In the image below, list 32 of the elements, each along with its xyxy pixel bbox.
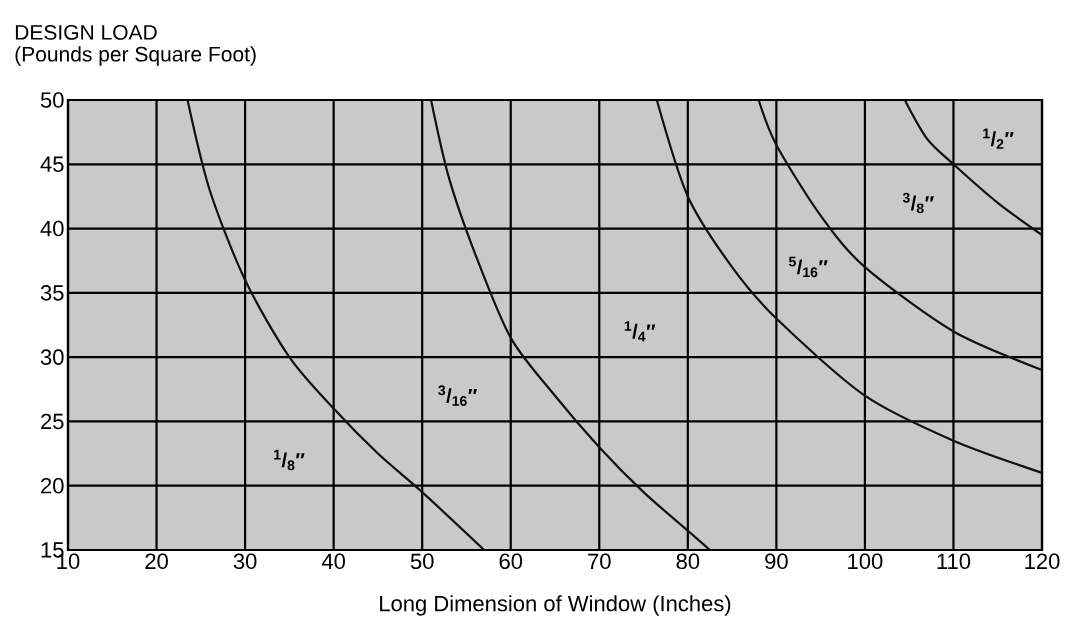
- x-tick-label: 100: [848, 553, 883, 570]
- x-tick-label: 80: [676, 553, 700, 570]
- line-series: [429, 100, 712, 550]
- y-tick-label: 20: [41, 477, 64, 494]
- annotation: $^{1}$/$_{2}$″: [983, 128, 1014, 149]
- y-axis-title: (Pounds per Square Foot): [15, 46, 256, 66]
- line-series: [655, 100, 1043, 474]
- x-tick-label: 110: [937, 553, 971, 570]
- x-tick-label: 50: [410, 553, 434, 570]
- annotation: $^{1}$/$_{8}$″: [274, 449, 305, 471]
- y-tick-label: 45: [40, 156, 64, 172]
- annotation: $^{3}$/$_{16}$″: [438, 385, 477, 406]
- y-tick-label: 40: [40, 220, 64, 237]
- line-series: [903, 100, 1043, 237]
- x-axis-title: Long Dimension of Window (Inches): [380, 595, 731, 616]
- annotation: $^{5}$/$_{16}$″: [788, 256, 828, 278]
- y-tick-label: 30: [40, 349, 64, 365]
- x-tick-label: 70: [588, 553, 611, 570]
- y-tick-label: 25: [41, 413, 64, 430]
- chart-title: DESIGN LOAD: [15, 24, 157, 40]
- x-tick-label: 90: [765, 553, 788, 570]
- annotation: $^{3}$/$_{8}$″: [902, 192, 934, 214]
- x-tick-label: 40: [321, 553, 346, 570]
- x-tick-label: 20: [145, 553, 168, 570]
- line-series: [757, 100, 1043, 372]
- x-tick-label: 30: [233, 553, 257, 570]
- y-tick-label: 35: [40, 285, 64, 301]
- line-series: [186, 100, 486, 550]
- x-tick-label: 120: [1025, 553, 1060, 570]
- y-tick-label: 50: [40, 92, 64, 108]
- annotation: $^{1}$/$_{4}$″: [624, 321, 656, 342]
- x-tick-label: 60: [499, 553, 523, 570]
